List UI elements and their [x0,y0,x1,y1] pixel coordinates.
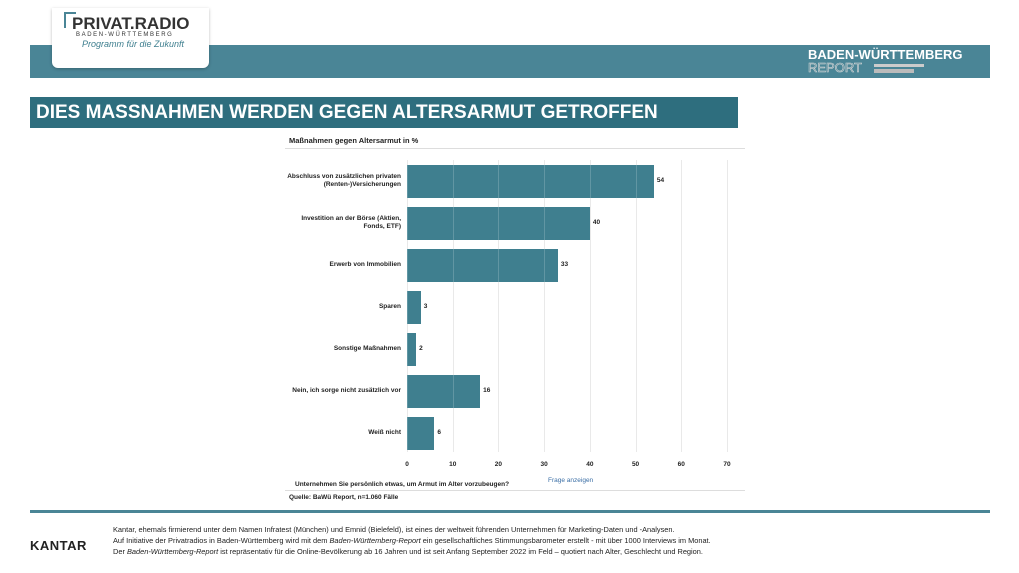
footer-text: Baden-Württemberg-Report [329,536,421,545]
value-label: 6 [437,429,442,436]
report-deco [874,64,924,67]
grid-line [544,160,546,452]
grid-line [452,160,454,452]
grid-line [452,160,454,452]
logo-region: BADEN-WÜRTTEMBERG [76,32,174,38]
category-label: Sparen [378,303,401,310]
bar [407,248,558,282]
grid-line [681,160,683,452]
x-tick-label: 0 [405,461,409,468]
category-label: Abschluss von zusätzlichen privaten (Ren… [287,173,401,188]
grid-line [589,160,591,452]
category-label: Erwerb von Immobilien [329,261,401,268]
footer-text: Der [113,547,127,556]
footer-line: Kantar, ehemals firmierend unter dem Nam… [113,525,675,534]
grid-line [589,160,591,452]
slide-title: DIES MASSNAHMEN WERDEN GEGEN ALTERSARMUT… [36,102,658,123]
grid-line [498,160,500,452]
grid-line [635,160,637,452]
category-label: Investition an der Börse (Aktien, Fonds,… [301,215,401,230]
logo-bracket [64,12,76,28]
category-label: Sonstige Maßnahmen [333,345,401,352]
category-label: Weiß nicht [368,429,401,436]
x-tick-label: 10 [449,461,457,468]
footer-line: Auf Initiative der Privatradios in Baden… [113,536,711,545]
bar [407,206,590,240]
bar [407,332,417,366]
grid-line [681,160,683,452]
x-tick-label: 30 [540,461,548,468]
x-tick-label: 50 [631,461,640,468]
footer-text: Auf Initiative der Privatradios in Baden… [113,536,330,545]
footer-text: ist repräsentativ für die Online-Bevölke… [218,547,703,556]
x-tick-label: 60 [677,461,685,468]
bar [407,416,435,450]
bar [407,164,654,198]
grid-line [727,160,728,452]
grid-line [635,160,637,452]
kantar-logo: KANTAR [30,538,87,553]
source: Quelle: BaWü Report, n=1.060 Fälle [289,494,399,501]
bar [407,290,421,324]
report-deco [874,69,914,73]
logo-title: PRIVAT.RADIO [72,14,190,33]
chart-title: Maßnahmen gegen Altersarmut in % [289,136,419,145]
report-title: BADEN-WÜRTTEMBERG [808,47,963,62]
x-tick-label: 20 [494,461,503,468]
question-link[interactable]: Frage anzeigen [548,477,594,484]
value-label: 3 [423,303,428,310]
x-tick-label: 40 [586,461,594,468]
rule [285,490,745,491]
category-label: Nein, ich sorge nicht zusätzlich vor [292,387,401,394]
logo-box [52,8,209,68]
value-label: 16 [483,387,491,394]
grid-line [727,160,728,452]
footer-rule [30,510,990,513]
rule [285,148,745,149]
x-tick-label: 70 [723,461,731,468]
grid-line [498,160,500,452]
footer-line: Der Baden-Württemberg-Report ist repräse… [113,547,703,556]
footer-text: Kantar, ehemals firmierend unter dem Nam… [113,525,675,534]
grid-line [407,160,408,452]
report-sub: REPORT [808,60,863,75]
title-banner [30,97,738,128]
value-label: 2 [419,345,423,352]
grid-line [544,160,546,452]
footer-text: Baden-Württemberg-Report [126,547,219,556]
value-label: 33 [560,261,569,268]
bar [407,374,481,408]
value-label: 40 [592,219,601,226]
value-label: 54 [656,177,665,184]
question: Unternehmen Sie persönlich etwas, um Arm… [295,481,510,488]
footer-text: ein gesellschaftliches Stimmungsbaromete… [420,536,711,545]
logo-tagline: Programm für die Zukunft [82,39,185,49]
